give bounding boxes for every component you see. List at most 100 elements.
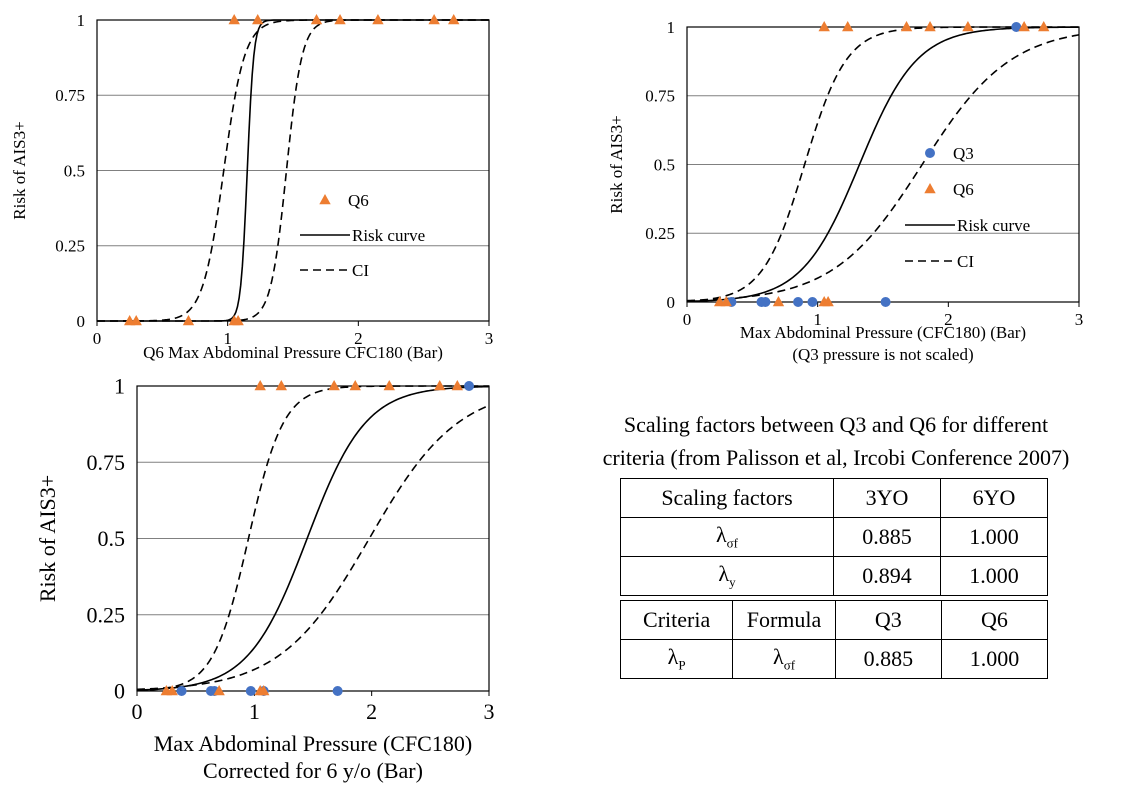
row-value-6yo: 1.000 (940, 556, 1048, 596)
q6-point (772, 296, 785, 307)
ci-upper-curve (686, 34, 1080, 302)
table-row: λσf 0.885 1.000 (620, 517, 1048, 557)
x-tick-label: 0 (683, 310, 692, 329)
q6-point (275, 380, 288, 391)
q3-point (793, 297, 804, 307)
header-6yo: 6YO (940, 478, 1048, 518)
y-tick-label: 0.75 (645, 87, 675, 106)
table-header-row: Scaling factors 3YO 6YO (620, 478, 1048, 518)
legend-label-q3: Q3 (953, 144, 974, 163)
q3-point (807, 297, 818, 307)
q3-point (760, 297, 771, 307)
scaling-factors-table: Scaling factors 3YO 6YO λσf 0.885 1.000 … (620, 478, 1048, 596)
row-value-q3: 0.885 (834, 639, 942, 679)
q6-point (842, 21, 854, 32)
y-tick-label: 1 (114, 374, 125, 399)
ci-upper-curve (97, 19, 489, 322)
x-tick-label: 3 (1075, 310, 1084, 329)
x-axis-label: (Q3 pressure is not scaled) (792, 345, 973, 364)
legend-label-ci: CI (957, 252, 974, 271)
q6-point (228, 14, 240, 25)
y-tick-label: 1 (667, 18, 676, 37)
q3-point (464, 381, 475, 391)
q6-point (182, 315, 195, 326)
y-tick-label: 0.5 (654, 155, 675, 174)
x-axis-label: Q6 Max Abdominal Pressure CFC180 (Bar) (143, 343, 443, 362)
table-row: λy 0.894 1.000 (620, 556, 1048, 596)
x-tick-label: 0 (132, 699, 143, 724)
row-value-6yo: 1.000 (940, 517, 1048, 557)
legend-label-q6: Q6 (953, 180, 974, 199)
criteria-table: Criteria Formula Q3 Q6 λP λσf 0.885 1.00… (619, 600, 1049, 679)
legend-label-risk: Risk curve (352, 226, 425, 245)
x-tick-label: 3 (484, 699, 495, 724)
row-formula: λσf (732, 639, 836, 679)
y-tick-label: 0.5 (98, 526, 126, 551)
table-header-row: Criteria Formula Q3 Q6 (619, 600, 1049, 640)
q6-point (720, 296, 732, 307)
y-tick-label: 0 (667, 293, 676, 312)
y-tick-label: 0 (114, 679, 125, 704)
chart-q6-risk: 0 0.25 0.5 0.75 1 0 1 2 3 Risk of AIS3+ Q6 Max Abd… (10, 11, 493, 362)
table-row: λP λσf 0.885 1.000 (619, 639, 1049, 679)
plot-frame (136, 385, 490, 692)
y-tick-label: 0.75 (55, 86, 85, 105)
q6-point (448, 14, 460, 25)
row-criteria: λP (619, 639, 734, 679)
chart-q3-q6-unscaled: 0 0.25 0.5 0.75 1 0 1 2 3 Risk of AIS3+ Max Abdomi… (607, 18, 1083, 364)
q6-point (383, 380, 395, 391)
q6-point (451, 380, 464, 391)
x-tick-label: 1 (813, 310, 822, 329)
header-q3: Q3 (834, 600, 942, 640)
legend-label-q6: Q6 (348, 191, 369, 210)
q6-point (310, 14, 323, 25)
q6-point (900, 21, 913, 32)
row-symbol: λσf (620, 517, 834, 557)
y-tick-label: 0.75 (87, 450, 126, 475)
ci-upper-curve (136, 404, 490, 691)
row-value-q6: 1.000 (940, 639, 1049, 679)
q6-point (130, 315, 142, 326)
legend: Q6 Risk curve CI (300, 191, 425, 280)
ci-lower-curve (686, 26, 1079, 302)
chart-q3-q6-corrected: 0 0.25 0.5 0.75 1 0 1 2 3 Risk of AIS3+ Max Abdomi… (35, 374, 495, 783)
row-value-3yo: 0.885 (833, 517, 941, 557)
q6-point (1018, 21, 1030, 32)
q6-point (213, 685, 225, 696)
q6-point (1038, 21, 1050, 32)
x-tick-label: 2 (944, 310, 953, 329)
legend-label-ci: CI (352, 261, 369, 280)
scaling-caption: Scaling factors between Q3 and Q6 for di… (548, 408, 1124, 474)
q3-point (880, 297, 891, 307)
caption-line-2: criteria (from Palisson et al, Ircobi Co… (602, 445, 1070, 470)
q6-point (252, 14, 264, 25)
x-axis-label: Max Abdominal Pressure (CFC180) (154, 731, 472, 756)
x-axis-label: Corrected for 6 y/o (Bar) (203, 758, 423, 783)
q6-point (822, 296, 834, 307)
header-scaling-factors: Scaling factors (620, 478, 834, 518)
y-tick-label: 0.25 (87, 602, 126, 627)
caption-line-1: Scaling factors between Q3 and Q6 for di… (623, 412, 1049, 437)
header-3yo: 3YO (833, 478, 941, 518)
legend: Q3 Q6 Risk curve CI (905, 144, 1030, 271)
q6-point (254, 380, 266, 391)
q3-point (245, 686, 256, 696)
q6-point (334, 14, 346, 25)
x-tick-label: 1 (249, 699, 260, 724)
q6-point (428, 14, 440, 25)
y-tick-label: 0.25 (55, 237, 85, 256)
x-tick-label: 2 (366, 699, 377, 724)
q3-point (176, 686, 187, 696)
x-axis-label: Max Abdominal Pressure (CFC180) (Bar) (740, 323, 1026, 342)
y-tick-label: 1 (77, 11, 86, 30)
q6-point (434, 380, 446, 391)
q6-point (349, 380, 361, 391)
y-tick-label: 0.25 (645, 224, 675, 243)
x-tick-label: 0 (93, 329, 102, 348)
legend-q6-marker (319, 194, 331, 205)
y-tick-label: 0 (77, 312, 86, 331)
q3-point (1011, 22, 1022, 32)
q6-point (232, 315, 244, 326)
header-q6: Q6 (940, 600, 1049, 640)
y-axis-label: Risk of AIS3+ (607, 115, 626, 213)
